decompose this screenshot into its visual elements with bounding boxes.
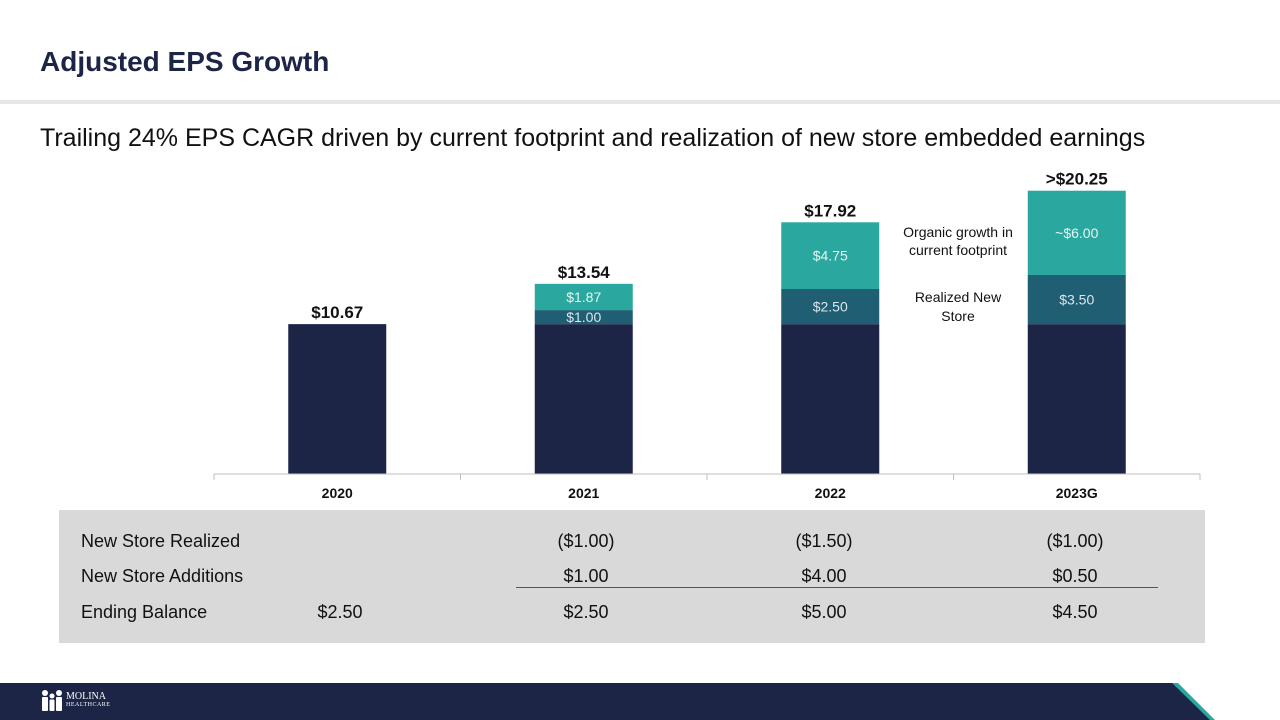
data-label-2023G-1: $3.50 [1059,292,1094,308]
bar-2022-1 [781,289,880,325]
data-label-2021-1: $1.00 [566,309,601,325]
bar-2020-0 [288,324,387,474]
data-label-2022-2: $4.75 [813,248,848,264]
bar-2023G-1 [1027,274,1126,325]
cell-realized-2023: ($1.00) [1046,531,1104,551]
row-label-new-store-additions: New Store Additions [81,566,244,586]
row-label-ending-balance: Ending Balance [81,602,208,622]
footer-accent [1172,683,1280,720]
bar-2023G-0 [1027,324,1126,474]
logo-name: MOLINA [66,690,106,702]
cell-additions-2023: $0.50 [1052,566,1098,586]
total-label-2021: $13.54 [558,263,611,282]
x-tick-2023G: 2023G [1056,485,1098,501]
total-label-2022: $17.92 [804,201,856,220]
x-tick-2022: 2022 [815,485,846,501]
slide-subtitle: Trailing 24% EPS CAGR driven by current … [40,124,1146,152]
bar-2022-2 [781,222,880,290]
cell-realized-2021: ($1.00) [557,531,615,551]
legend-organic-line1: Organic growth in [903,224,1013,240]
slide-title: Adjusted EPS Growth [40,46,330,77]
data-label-2023G-2: ~$6.00 [1055,225,1098,241]
data-label-2021-2: $1.87 [566,289,601,305]
row-label-new-store-realized: New Store Realized [81,531,241,551]
bar-2021-0 [534,324,633,474]
legend-new-store-line2: Store [941,308,975,324]
sum-underline [516,587,1158,588]
footer-bar: MOLINA HEALTHCARE 17 [0,683,1280,720]
legend-organic-line2: current footprint [909,242,1007,258]
cell-balance-2022: $5.00 [801,602,847,622]
cell-realized-2022: ($1.50) [795,531,853,551]
title-divider [0,100,1280,104]
cell-balance-2021: $2.50 [563,602,609,622]
cell-balance-2020: $2.50 [317,602,363,622]
cell-balance-2023: $4.50 [1052,602,1098,622]
bar-2022-0 [781,324,880,474]
cell-additions-2021: $1.00 [563,566,609,586]
eps-bar-chart: $10.67 2020 $1.00 $1.87 $13.54 2021 $2.50 $4.75… [213,170,1201,501]
bar-2021-2 [534,283,633,311]
family-icon [42,690,62,711]
new-store-table: New Store Realized ($1.00) ($1.50) ($1.0… [59,510,1205,643]
total-label-2023G: >$20.25 [1046,170,1108,189]
x-tick-2021: 2021 [568,485,599,501]
molina-logo: MOLINA HEALTHCARE [40,689,110,711]
logo-sub: HEALTHCARE [66,701,111,708]
legend-new-store-line1: Realized New [915,289,1002,305]
x-tick-2020: 2020 [322,485,353,501]
bar-2023G-2 [1027,190,1126,275]
page-number: 17 [1237,691,1250,703]
data-label-2022-1: $2.50 [813,299,848,315]
cell-additions-2022: $4.00 [801,566,847,586]
bar-2021-1 [534,310,633,325]
total-label-2020: $10.67 [311,303,363,322]
